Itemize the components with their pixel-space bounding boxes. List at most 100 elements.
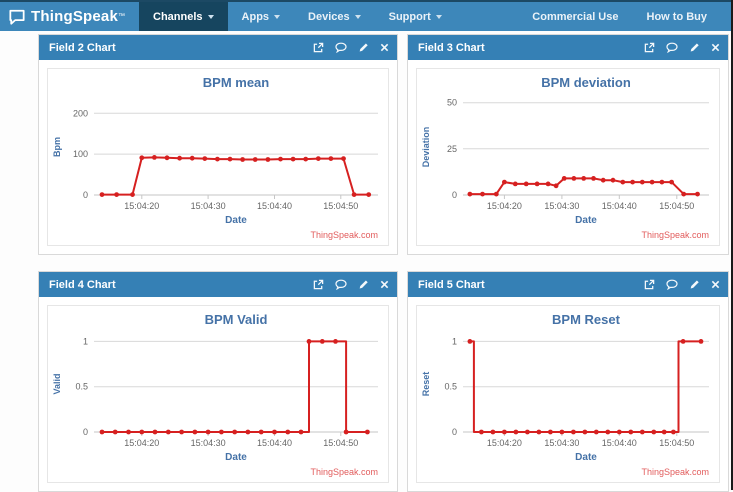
panel-header: Field 3 Chart [408,35,728,60]
panel-header: Field 4 Chart [39,272,397,297]
panel-field4: Field 4 Chart 0 0.5 1 15:04:20 15:04:30 15:04… [38,271,398,492]
panel-field3: Field 3 Chart 0 25 50 15:04:20 15:04:30 15:04… [407,34,729,255]
comment-icon[interactable] [666,279,678,290]
panel-title: Field 5 Chart [418,278,485,291]
close-icon[interactable] [711,43,720,52]
thingspeak-link[interactable]: ThingSpeak.com [310,467,378,477]
panel-body: 0 0.5 1 15:04:20 15:04:30 15:04:40 15:04:50 BPM… [408,297,728,491]
nav-menu: Channels Apps Devices Support [139,2,456,31]
external-link-icon[interactable] [644,279,655,290]
y-axis-label: Bpm [52,137,62,157]
chart-bpm-deviation: 0 25 50 15:04:20 15:04:30 15:04:40 15:04:50 BPM… [416,68,720,246]
y-axis-label: Deviation [421,127,431,168]
panel-body: 0 0.5 1 15:04:20 15:04:30 15:04:40 15:04:50 BPM… [39,297,397,491]
svg-text:15:04:50: 15:04:50 [323,438,358,448]
panel-header: Field 5 Chart [408,272,728,297]
chat-bubble-logo-icon [9,9,25,25]
panel-actions [313,279,389,290]
chart-svg: 0 0.5 1 15:04:20 15:04:30 15:04:40 15:04:50 BPM… [421,312,709,477]
nav-item-label: How to Buy [646,10,708,23]
comment-icon[interactable] [666,42,678,53]
nav-item-apps[interactable]: Apps [228,2,295,31]
nav-item-how-to-buy[interactable]: How to Buy [633,2,722,31]
panel-field5: Field 5 Chart 0 0.5 1 15:04:20 15:04:30 15:04… [407,271,729,492]
chart-bpm-mean: 0 100 200 15:04:20 15:04:30 15:04:40 15:04:50 B… [47,68,389,246]
svg-text:15:04:40: 15:04:40 [602,438,637,448]
comment-icon[interactable] [335,279,347,290]
panel-actions [644,279,720,290]
svg-text:1: 1 [83,336,88,346]
brand-trademark: ™ [118,13,126,20]
svg-text:0.5: 0.5 [75,382,88,392]
nav-item-label: Commercial Use [532,10,619,23]
close-icon[interactable] [380,43,389,52]
panel-actions [313,42,389,53]
chart-title: BPM Valid [205,312,268,327]
svg-text:0: 0 [452,427,457,437]
svg-text:15:04:50: 15:04:50 [659,438,694,448]
svg-text:0: 0 [83,427,88,437]
charts-grid: Field 2 Chart 0 100 200 15:04:20 15:04:30 15:… [0,31,731,492]
chart-bpm-valid: 0 0.5 1 15:04:20 15:04:30 15:04:40 15:04:50 BPM… [47,305,389,483]
svg-text:100: 100 [73,149,88,159]
svg-text:15:04:30: 15:04:30 [544,201,579,211]
thingspeak-brand[interactable]: ThingSpeak ™ [0,2,139,31]
svg-text:200: 200 [73,108,88,118]
nav-item-support[interactable]: Support [375,2,456,31]
svg-text:0: 0 [83,190,88,200]
top-navbar: ThingSpeak ™ Channels Apps Devices Suppor… [0,0,731,31]
panel-body: 0 25 50 15:04:20 15:04:30 15:04:40 15:04:50 BPM… [408,60,728,254]
thingspeak-link[interactable]: ThingSpeak.com [641,230,709,240]
svg-text:15:04:50: 15:04:50 [323,201,358,211]
svg-text:15:04:20: 15:04:20 [487,201,522,211]
close-icon[interactable] [711,280,720,289]
nav-item-channels[interactable]: Channels [139,2,228,31]
chart-title: BPM mean [203,75,270,90]
pencil-icon[interactable] [689,42,700,53]
chevron-down-icon [207,14,214,19]
nav-item-label: Channels [153,10,203,23]
panel-body: 0 100 200 15:04:20 15:04:30 15:04:40 15:04:50 B… [39,60,397,254]
chevron-down-icon [274,14,281,19]
y-axis-label: Valid [52,373,62,394]
svg-text:15:04:40: 15:04:40 [257,201,292,211]
pencil-icon[interactable] [358,42,369,53]
panel-title: Field 3 Chart [418,41,485,54]
comment-icon[interactable] [335,42,347,53]
svg-text:25: 25 [447,144,457,154]
svg-text:15:04:30: 15:04:30 [191,438,226,448]
panel-field2: Field 2 Chart 0 100 200 15:04:20 15:04:30 15:… [38,34,398,255]
close-icon[interactable] [380,280,389,289]
panel-actions [644,42,720,53]
svg-text:50: 50 [447,98,457,108]
pencil-icon[interactable] [358,279,369,290]
nav-item-label: Devices [308,10,350,23]
svg-text:0.5: 0.5 [444,382,457,392]
x-axis-label: Date [575,452,597,463]
nav-item-label: Support [388,10,431,23]
x-axis-label: Date [575,215,597,226]
nav-item-devices[interactable]: Devices [294,2,375,31]
svg-text:0: 0 [452,190,457,200]
external-link-icon[interactable] [644,42,655,53]
nav-right: Commercial Use How to Buy [518,2,731,31]
svg-text:15:04:20: 15:04:20 [124,438,159,448]
svg-text:15:04:20: 15:04:20 [487,438,522,448]
chart-title: BPM Reset [552,312,621,327]
svg-text:1: 1 [452,336,457,346]
svg-text:15:04:30: 15:04:30 [191,201,226,211]
thingspeak-link[interactable]: ThingSpeak.com [310,230,378,240]
svg-text:15:04:40: 15:04:40 [602,201,637,211]
nav-item-commercial-use[interactable]: Commercial Use [518,2,632,31]
external-link-icon[interactable] [313,279,324,290]
external-link-icon[interactable] [313,42,324,53]
svg-text:15:04:20: 15:04:20 [124,201,159,211]
panel-title: Field 2 Chart [49,41,116,54]
svg-text:15:04:30: 15:04:30 [544,438,579,448]
brand-name: ThingSpeak [31,8,119,25]
y-axis-label: Reset [421,372,431,397]
chart-svg: 0 25 50 15:04:20 15:04:30 15:04:40 15:04:50 BPM… [421,75,709,240]
pencil-icon[interactable] [689,279,700,290]
thingspeak-link[interactable]: ThingSpeak.com [641,467,709,477]
chart-svg: 0 0.5 1 15:04:20 15:04:30 15:04:40 15:04:50 BPM… [52,312,378,477]
